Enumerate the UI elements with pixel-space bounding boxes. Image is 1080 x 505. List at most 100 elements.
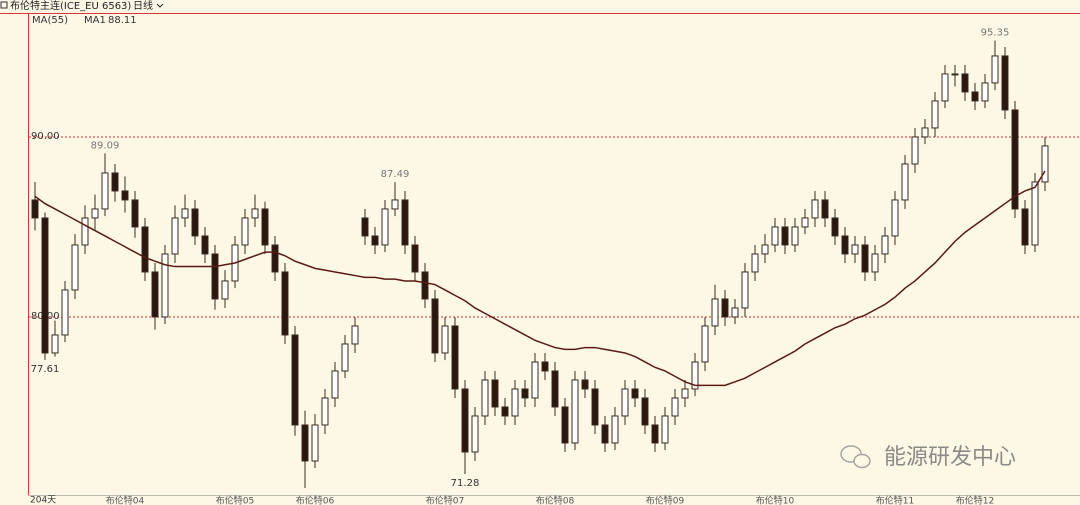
candle-body: [301, 424, 309, 462]
candle-body: [561, 406, 569, 444]
period-count: 204天: [30, 496, 56, 505]
candle-body: [571, 379, 579, 444]
x-tick-label: 布伦特04: [106, 495, 145, 505]
candle-body: [601, 424, 609, 444]
y-tick-label: 90.00: [31, 131, 60, 142]
candle-body: [471, 415, 479, 453]
candle-body: [421, 271, 429, 300]
candle-body: [71, 244, 79, 291]
candle-body: [531, 361, 539, 399]
candle-body: [441, 325, 449, 354]
candle-body: [941, 73, 949, 102]
x-tick-label: 布伦特12: [956, 495, 994, 505]
ma-legend-value: 88.11: [108, 15, 137, 26]
candle-body: [381, 208, 389, 246]
candle-body: [181, 208, 189, 219]
candle-body: [931, 100, 939, 129]
candle-body: [721, 298, 729, 318]
candle-body: [111, 172, 119, 192]
chart-title: 布伦特主连(ICE_EU 6563): [10, 0, 131, 12]
extreme-label: 71.28: [451, 478, 480, 489]
candle-body: [951, 73, 959, 76]
candle-body: [211, 253, 219, 300]
candle-body: [331, 370, 339, 399]
candle-body: [581, 379, 589, 390]
candle-body: [291, 334, 299, 426]
candle-body: [841, 235, 849, 255]
ma-legend-name: MA1: [84, 15, 106, 26]
candle-body: [141, 226, 149, 273]
candle-body: [271, 244, 279, 273]
candle-body: [861, 244, 869, 273]
candle-body: [221, 280, 229, 300]
candle-body: [711, 298, 719, 327]
candle-body: [391, 199, 399, 210]
candle-body: [311, 424, 319, 462]
candle-body: [701, 325, 709, 363]
candle-body: [761, 244, 769, 255]
x-tick-label: 布伦特08: [536, 495, 575, 505]
candle-body: [751, 253, 759, 273]
dropdown-arrow[interactable]: [156, 3, 164, 8]
candle-body: [371, 235, 379, 246]
candle-body: [611, 415, 619, 444]
candle-body: [981, 82, 989, 102]
candle-body: [811, 199, 819, 219]
candle-body: [671, 397, 679, 417]
ma-line: [34, 170, 1046, 387]
candle-body: [801, 217, 809, 228]
candle-body: [991, 55, 999, 84]
x-tick-label: 布伦特11: [876, 495, 914, 505]
candle-body: [891, 199, 899, 237]
candle-body: [451, 325, 459, 390]
candle-body: [161, 253, 169, 318]
candle-body: [591, 388, 599, 426]
extreme-label: 89.09: [91, 140, 120, 151]
extreme-label: 95.35: [981, 28, 1010, 39]
menu-icon[interactable]: [0, 1, 8, 9]
period-selector[interactable]: 日线: [133, 0, 153, 12]
candle-body: [1001, 55, 1009, 111]
candle-body: [251, 208, 259, 219]
candle-body: [621, 388, 629, 417]
candle-body: [1011, 109, 1019, 210]
candle-body: [351, 325, 359, 345]
candle-body: [201, 235, 209, 255]
candle-body: [1041, 145, 1049, 183]
candle-body: [551, 370, 559, 408]
candle-body: [851, 244, 859, 255]
candle-body: [401, 199, 409, 246]
candle-body: [1021, 208, 1029, 246]
candle-body: [641, 397, 649, 426]
candle-body: [511, 388, 519, 417]
x-tick-label: 布伦特07: [426, 495, 464, 505]
candle-body: [461, 388, 469, 453]
candle-body: [501, 406, 509, 417]
candle-body: [521, 388, 529, 399]
candle-body: [661, 415, 669, 444]
x-tick-label: 布伦特10: [756, 495, 795, 505]
indicator-label: MA(55): [32, 15, 68, 26]
candle-body: [631, 388, 639, 399]
candle-body: [971, 91, 979, 102]
candle-body: [541, 361, 549, 372]
candle-body: [481, 379, 489, 417]
candle-body: [261, 208, 269, 246]
candle-body: [911, 136, 919, 165]
candle-body: [191, 208, 199, 237]
candle-body: [281, 271, 289, 336]
candle-body: [61, 289, 69, 336]
candle-body: [341, 343, 349, 372]
candle-body: [491, 379, 499, 408]
x-tick-label: 布伦特06: [296, 495, 335, 505]
candle-body: [731, 307, 739, 318]
candle-body: [831, 217, 839, 237]
candle-body: [321, 397, 329, 426]
candle-body: [151, 271, 159, 318]
candle-body: [91, 208, 99, 219]
candle-body: [31, 199, 39, 219]
candle-body: [921, 127, 929, 138]
candle-body: [781, 226, 789, 246]
